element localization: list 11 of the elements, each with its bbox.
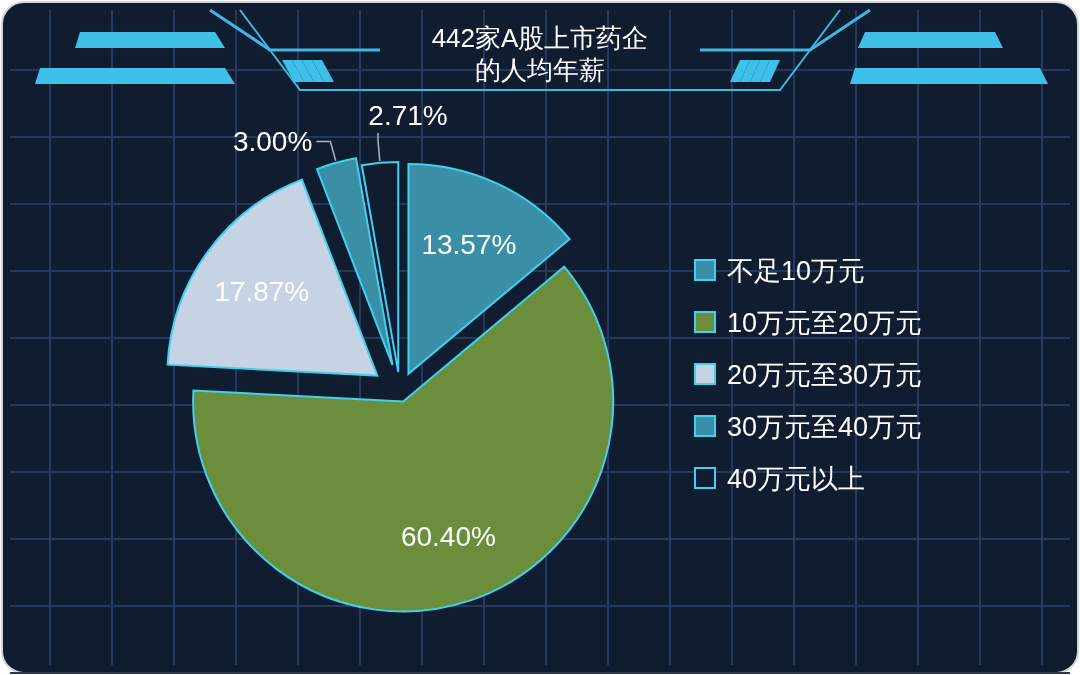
data-label: 3.00% <box>232 125 313 157</box>
legend-label: 20万元至30万元 <box>727 360 923 390</box>
legend-label: 30万元至40万元 <box>727 412 923 442</box>
data-label: 17.87% <box>214 275 310 307</box>
legend-label: 10万元至20万元 <box>727 308 923 338</box>
data-label: 2.71% <box>368 99 448 131</box>
legend-label: 不足10万元 <box>727 256 866 286</box>
data-label: 13.57% <box>421 228 517 260</box>
chart-title: 442家A股上市药企的人均年薪 <box>431 23 649 85</box>
data-label: 60.40% <box>400 520 496 552</box>
legend-label: 40万元以上 <box>727 464 866 494</box>
